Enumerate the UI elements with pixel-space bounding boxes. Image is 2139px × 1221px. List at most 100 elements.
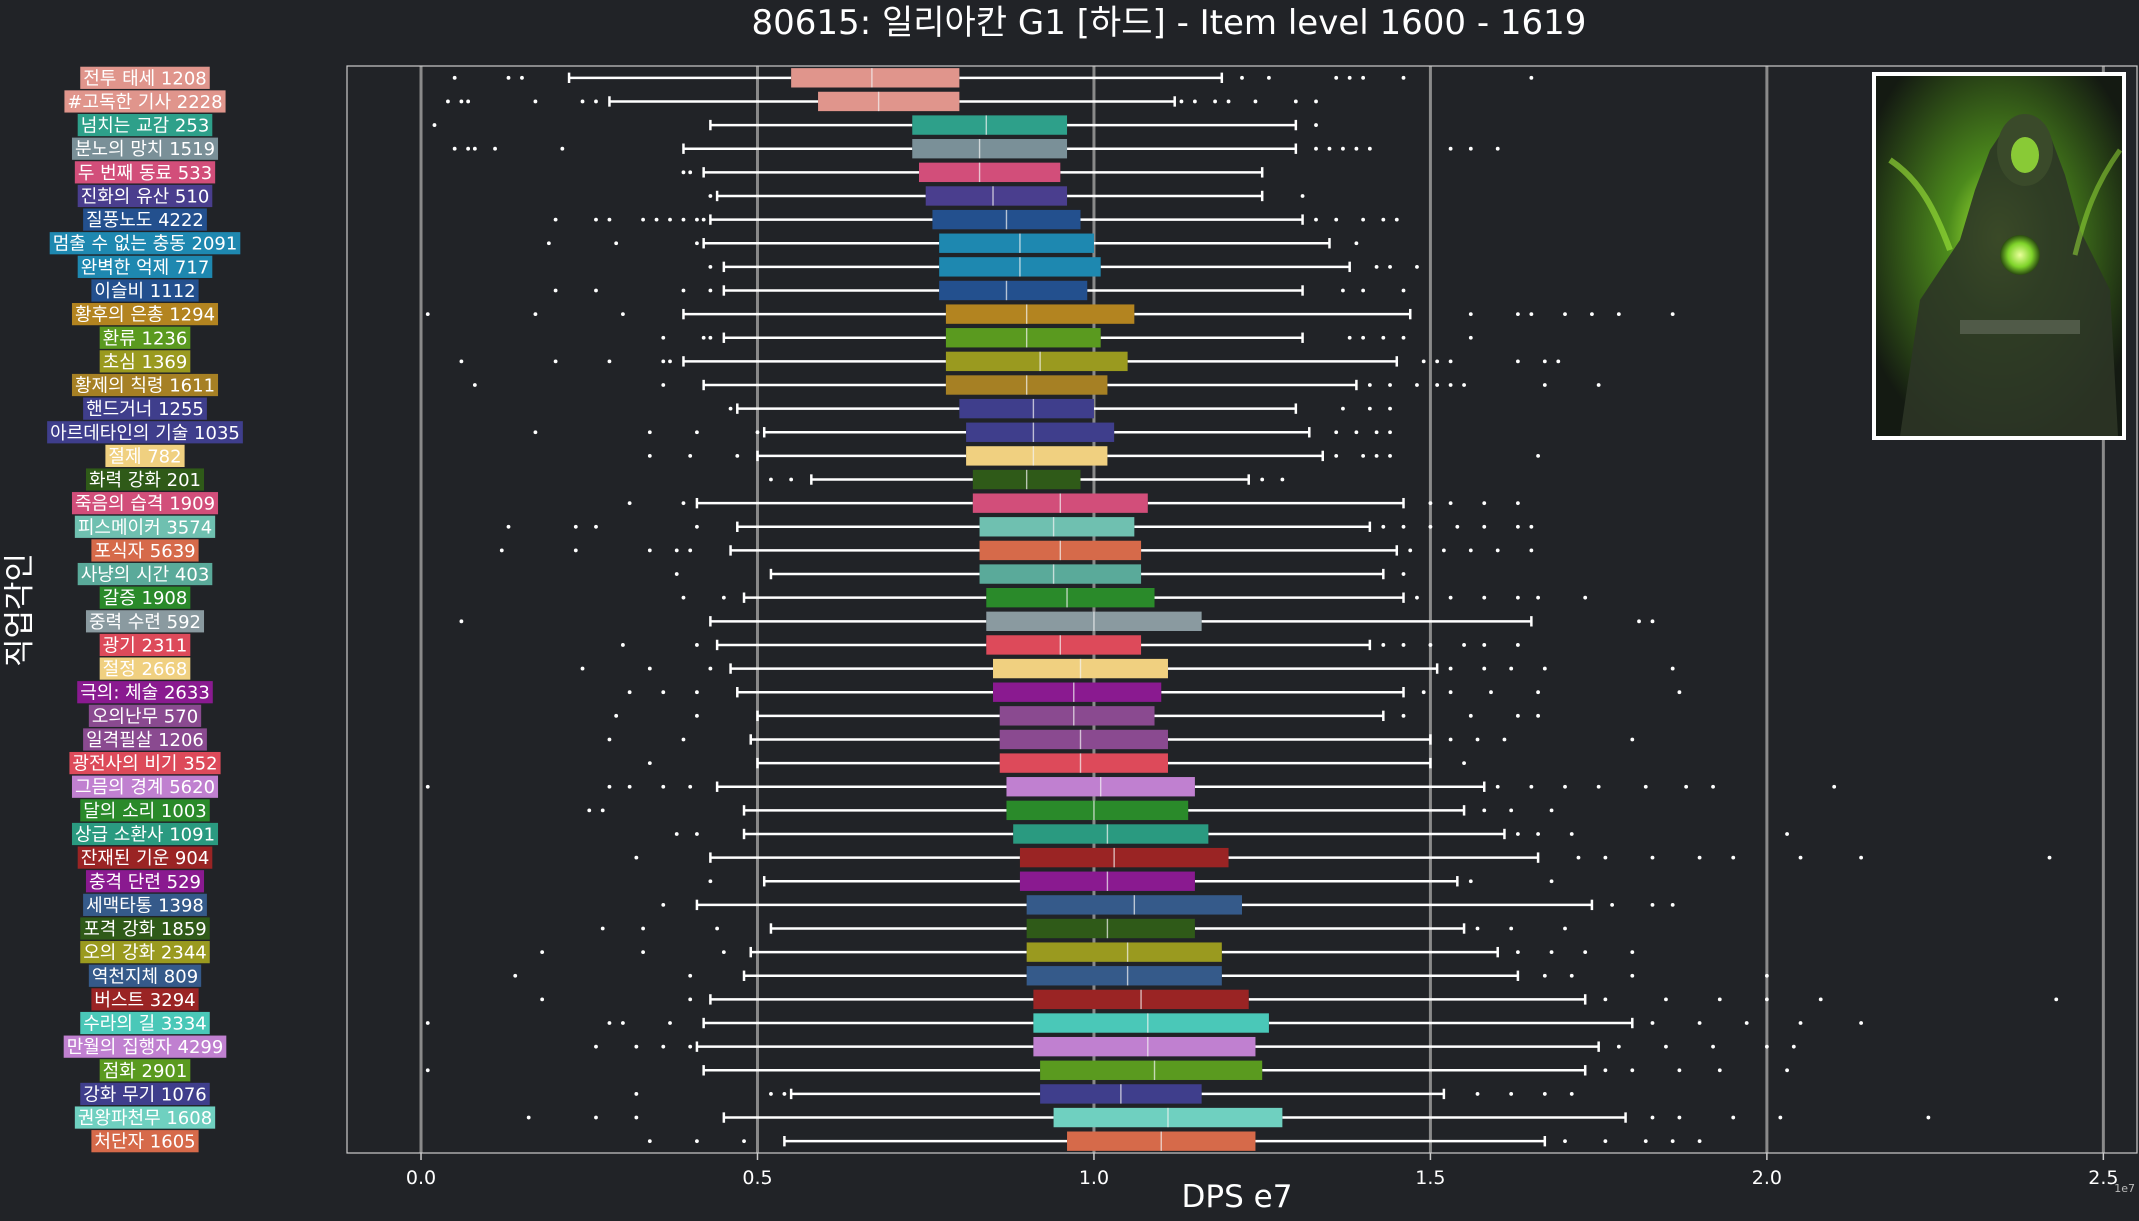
outlier-point — [1401, 572, 1406, 576]
outlier-point — [1630, 1068, 1635, 1073]
outlier-point — [1576, 855, 1581, 860]
outlier-point — [1381, 524, 1386, 529]
outlier-point — [769, 477, 773, 482]
iqr-box — [966, 446, 1108, 466]
category-label: #고독한 기사 2228 — [64, 90, 226, 113]
outlier-point — [452, 146, 457, 151]
category-label-text: 갈증 1908 — [103, 588, 188, 609]
outlier-point — [1677, 690, 1682, 695]
outlier-point — [1563, 312, 1567, 317]
category-label-bg — [88, 964, 202, 987]
outlier-point — [1516, 595, 1520, 600]
box-item — [661, 328, 1473, 348]
x-tick-label: 2.0 — [1752, 1167, 1782, 1189]
outlier-point — [1616, 1044, 1621, 1049]
outlier-point — [1778, 1115, 1783, 1120]
outlier-point — [661, 902, 666, 907]
outlier-point — [1401, 335, 1406, 340]
box-layer — [425, 68, 2059, 1151]
category-label-bg — [77, 681, 213, 704]
outlier-point — [728, 406, 733, 411]
box-item — [425, 304, 1675, 324]
outlier-point — [1415, 383, 1419, 387]
outlier-point — [452, 75, 457, 80]
category-label-text: 중력 수련 592 — [89, 612, 201, 633]
category-label-bg — [85, 610, 205, 633]
iqr-box — [912, 139, 1068, 159]
category-label-bg — [74, 515, 216, 538]
outlier-point — [1421, 690, 1426, 695]
outlier-point — [1415, 264, 1419, 269]
category-label-bg — [77, 184, 213, 208]
iqr-box — [939, 233, 1094, 253]
outlier-point — [472, 146, 477, 151]
outlier-point — [1300, 194, 1305, 198]
outlier-point — [1509, 926, 1514, 931]
category-label-text: 잔재된 기운 904 — [81, 848, 210, 869]
category-label-text: 분노의 망치 1519 — [75, 139, 215, 160]
outlier-point — [1529, 784, 1534, 789]
outlier-point — [1664, 997, 1668, 1002]
outlier-point — [1495, 146, 1500, 151]
outlier-point — [1711, 784, 1715, 789]
outlier-point — [2054, 997, 2059, 1002]
category-label: 역천지체 809 — [88, 964, 202, 987]
category-label: 핸드거너 1255 — [83, 397, 207, 420]
outlier-point — [1542, 973, 1547, 978]
outlier-point — [1610, 902, 1615, 907]
outlier-point — [1859, 855, 1863, 860]
outlier-point — [1650, 619, 1655, 624]
iqr-box — [999, 729, 1168, 750]
outlier-point — [1536, 454, 1540, 458]
outlier-point — [553, 217, 558, 222]
category-label: 달의 소리 1003 — [80, 799, 210, 822]
outlier-point — [594, 217, 598, 222]
category-label-bg — [83, 397, 207, 420]
outlier-point — [1670, 1139, 1675, 1144]
outlier-point — [1542, 1092, 1547, 1096]
outlier-point — [1388, 406, 1392, 411]
outlier-point — [1563, 926, 1567, 931]
category-label: 두 번째 동료 533 — [74, 161, 216, 184]
iqr-box — [1026, 966, 1222, 986]
category-label: 멈출 수 없는 충동 2091 — [49, 232, 241, 255]
category-label-bg — [71, 822, 219, 846]
category-label-bg — [105, 444, 185, 468]
outlier-point — [1791, 1044, 1796, 1049]
iqr-box — [999, 706, 1155, 726]
outlier-point — [1374, 264, 1379, 269]
outlier-point — [1516, 312, 1520, 317]
outlier-point — [634, 1092, 639, 1096]
outlier-point — [1260, 477, 1265, 482]
category-label: 절정 2668 — [99, 657, 191, 680]
outlier-point — [594, 288, 598, 293]
outlier-point — [594, 99, 598, 104]
outlier-point — [1435, 359, 1440, 364]
outlier-point — [432, 123, 437, 127]
category-label: 분노의 망치 1519 — [71, 137, 219, 160]
box-item — [708, 186, 1305, 206]
outlier-point — [1590, 312, 1594, 317]
x-tick-label: 1.5 — [1415, 1167, 1445, 1189]
outlier-point — [425, 312, 430, 317]
category-label-text: 넘치는 교감 253 — [81, 116, 210, 137]
outlier-point — [607, 737, 612, 742]
outlier-point — [641, 926, 645, 931]
outlier-point — [681, 501, 686, 506]
category-label-text: 아르데타인의 기술 1035 — [50, 423, 240, 444]
iqr-box — [1026, 918, 1195, 939]
box-item — [661, 895, 1675, 915]
category-label: 세맥타통 1398 — [83, 893, 207, 916]
outlier-point — [1468, 335, 1473, 340]
outlier-point — [1630, 950, 1635, 955]
outlier-point — [641, 950, 645, 955]
outlier-point — [708, 264, 713, 269]
iqr-box — [966, 422, 1115, 442]
category-label: 권왕파천무 1608 — [74, 1106, 216, 1129]
outlier-point — [1213, 99, 1217, 104]
outlier-point — [1388, 430, 1392, 435]
outlier-point — [1401, 75, 1406, 80]
iqr-box — [925, 186, 1068, 206]
outlier-point — [553, 288, 558, 293]
